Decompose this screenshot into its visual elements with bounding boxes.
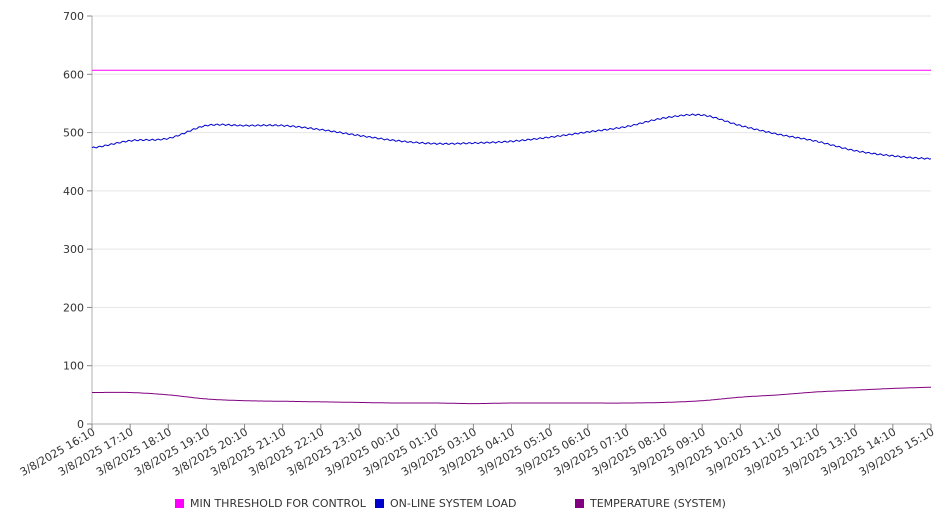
- y-tick-label: 400: [63, 185, 84, 198]
- legend-label-system-load: ON-LINE SYSTEM LOAD: [390, 497, 517, 510]
- y-tick-label: 100: [63, 360, 84, 373]
- legend-swatch-system-load: [375, 499, 384, 508]
- y-tick-label: 700: [63, 10, 84, 23]
- series-line-2: [92, 386, 931, 405]
- y-tick-label: 600: [63, 68, 84, 81]
- legend-label-min-threshold: MIN THRESHOLD FOR CONTROL: [190, 497, 366, 510]
- legend-label-temperature: TEMPERATURE (SYSTEM): [590, 497, 726, 510]
- y-tick-labels: 0 100 200 300 400 500 600 700: [63, 10, 92, 431]
- legend-item-temperature[interactable]: TEMPERATURE (SYSTEM): [575, 497, 726, 510]
- x-tick-labels: 3/8/2025 16:103/8/2025 17:103/8/2025 18:…: [18, 424, 937, 479]
- y-tick-label: 500: [63, 127, 84, 140]
- legend: MIN THRESHOLD FOR CONTROL ON-LINE SYSTEM…: [0, 497, 946, 517]
- y-tick-label: 0: [77, 418, 84, 431]
- axes: [91, 16, 931, 425]
- legend-item-system-load[interactable]: ON-LINE SYSTEM LOAD: [375, 497, 516, 510]
- y-tick-label: 300: [63, 243, 84, 256]
- legend-swatch-temperature: [575, 499, 584, 508]
- legend-swatch-min-threshold: [175, 499, 184, 508]
- grid-lines: [92, 15, 931, 367]
- y-tick-label: 200: [63, 301, 84, 314]
- series-line-1: [91, 113, 932, 160]
- series-lines: [91, 69, 932, 405]
- legend-item-min-threshold[interactable]: MIN THRESHOLD FOR CONTROL: [175, 497, 366, 510]
